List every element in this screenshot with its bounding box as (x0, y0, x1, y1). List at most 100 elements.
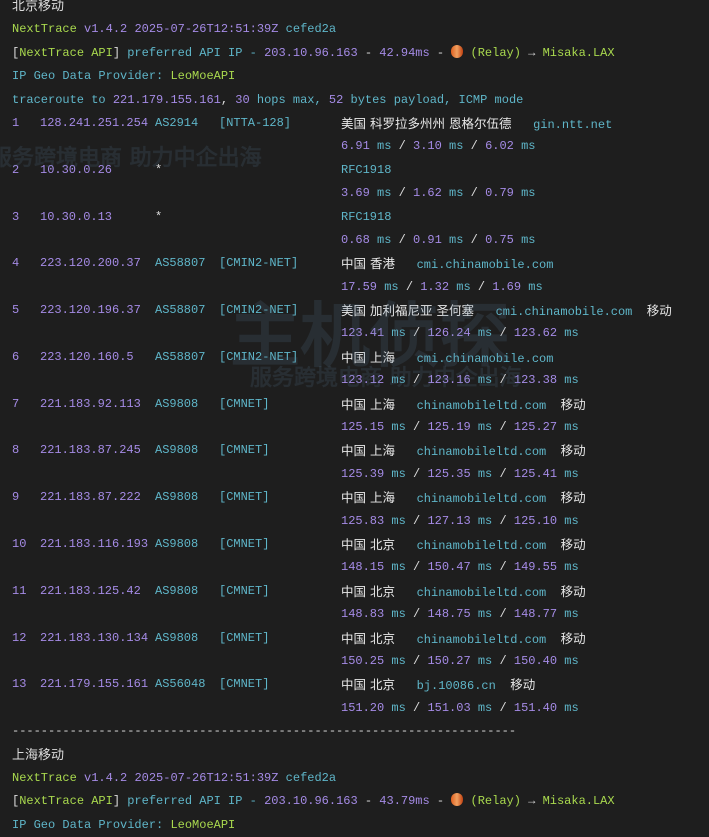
provider-line: IP Geo Data Provider: LeoMoeAPI (12, 65, 709, 88)
hop-rtt: 148.83 ms / 148.75 ms / 148.77 ms (341, 603, 579, 626)
hop-geo: 美国 科罗拉多州州 恩格尔伍德 (341, 115, 512, 131)
rtt-unit: ms (377, 139, 392, 154)
hop-domain: RFC1918 (341, 162, 392, 177)
punctuation: / (405, 513, 428, 528)
commit-hash: cefed2a (285, 22, 337, 37)
rtt-value: 125.19 (427, 420, 471, 435)
hop-domain: chinamobileltd.com (416, 538, 547, 553)
hop-domain: cmi.chinamobile.com (416, 351, 554, 366)
rtt-unit: ms (564, 513, 579, 528)
rtt-value: 125.15 (341, 420, 385, 435)
punctuation: / (405, 373, 428, 388)
punctuation: - (429, 45, 452, 60)
hop-number: 4 (12, 256, 20, 271)
punctuation: / (492, 326, 514, 341)
section-title: 上海移动 (12, 744, 709, 767)
hops-text: hops max, (256, 92, 322, 107)
hop-rtt: 125.39 ms / 125.35 ms / 125.41 ms (341, 463, 579, 486)
hop-domain: cmi.chinamobile.com (416, 258, 554, 273)
punctuation: / (405, 607, 428, 622)
hop-netname: [CMNET] (219, 630, 270, 645)
hop-ip: 221.183.125.42 (40, 583, 141, 598)
punctuation (395, 679, 417, 693)
punctuation (257, 46, 264, 60)
punctuation (535, 794, 542, 808)
separator: ----------------------------------------… (12, 720, 709, 743)
rtt-unit: ms (477, 326, 493, 341)
hop-geo-info: RFC1918 (341, 206, 391, 229)
hop-row: 6 223.120.160.5 AS58807 [CMIN2-NET] 中国 上海 cm… (12, 346, 709, 369)
hop-rtt-row: 125.15 ms / 125.19 ms / 125.27 ms (12, 416, 709, 439)
hop-rtt-row: 6.91 ms / 3.10 ms / 6.02 ms (12, 135, 709, 158)
hop-rtt: 0.68 ms / 0.91 ms / 0.75 ms (341, 229, 535, 252)
hop-rtt: 150.25 ms / 150.27 ms / 150.40 ms (341, 650, 579, 673)
punctuation (474, 305, 496, 319)
hop-asn: AS58807 (155, 349, 206, 364)
punctuation (77, 771, 84, 785)
rtt-unit: ms (391, 700, 406, 715)
hop-rtt-row: 151.20 ms / 151.03 ms / 151.40 ms (12, 697, 709, 720)
hop-ip: 221.183.87.222 (40, 490, 141, 505)
hop-number: 3 (12, 209, 20, 224)
hop-row: 4 223.120.200.37 AS58807 [CMIN2-NET] 中国 香港 c… (12, 252, 709, 275)
hop-netname: [CMNET] (219, 396, 270, 411)
rtt-unit: ms (477, 373, 493, 388)
hop-number: 10 (12, 536, 27, 551)
rtt-value: 3.69 (341, 186, 370, 201)
punctuation (471, 467, 478, 481)
hop-domain: gin.ntt.net (533, 117, 613, 132)
rtt-unit: ms (391, 513, 406, 528)
hop-number: 11 (12, 583, 27, 598)
hop-rtt: 125.83 ms / 127.13 ms / 125.10 ms (341, 510, 579, 533)
api-line: [NextTrace API] preferred API IP - 203.1… (12, 790, 709, 813)
hop-geo: 中国 北京 (341, 677, 395, 693)
version: v1.4.2 (84, 770, 128, 785)
hop-isp: 移动 (560, 630, 586, 646)
hop-row: 9 221.183.87.222 AS9808 [CMNET] 中国 上海 chinam… (12, 486, 709, 509)
version: v1.4.2 (84, 22, 128, 37)
punctuation (250, 93, 257, 107)
build-date: 2025-07-26T12:51:39Z (134, 770, 279, 785)
rtt-unit: ms (477, 700, 493, 715)
punctuation: / (398, 279, 421, 294)
punctuation (395, 445, 417, 459)
punctuation: / (391, 186, 414, 201)
hop-geo-info: 美国 科罗拉多州州 恩格尔伍德 gin.ntt.net (341, 112, 612, 137)
punctuation (471, 560, 478, 574)
punctuation: ] (112, 794, 121, 809)
provider-value: LeoMoeAPI (170, 817, 236, 832)
hop-ip: 10.30.0.26 (40, 162, 113, 177)
hop-netname: [CMNET] (219, 677, 270, 692)
hop-number: 5 (12, 303, 20, 318)
rtt-unit: ms (377, 232, 392, 247)
traceroute-prefix: traceroute to (12, 92, 106, 107)
hop-netname: [CMNET] (219, 490, 270, 505)
hop-geo: 中国 香港 (341, 256, 395, 272)
punctuation (442, 139, 449, 153)
hop-geo-info: 中国 北京 chinamobileltd.com 移动 (341, 580, 586, 605)
mode: ICMP mode (458, 92, 524, 107)
punctuation (546, 445, 560, 459)
relay-target: Misaka.LAX (542, 45, 615, 60)
rtt-unit: ms (521, 232, 536, 247)
api-latency: 43.79ms (379, 794, 430, 809)
hop-number: 6 (12, 349, 20, 364)
hop-number: 9 (12, 490, 20, 505)
rtt-value: 127.13 (427, 513, 471, 528)
rtt-unit: ms (564, 420, 579, 435)
rtt-value: 123.62 (513, 326, 558, 341)
rtt-value: 6.02 (485, 139, 514, 154)
hop-asn: AS9808 (155, 396, 199, 411)
bytes-text: bytes payload, (350, 92, 452, 107)
hop-geo-info: 中国 北京 bj.10086.cn 移动 (341, 673, 535, 698)
hop-asn: AS56048 (155, 677, 206, 692)
hop-rtt: 123.12 ms / 123.16 ms / 123.38 ms (341, 369, 579, 392)
rtt-value: 150.40 (513, 653, 558, 668)
punctuation (535, 46, 542, 60)
punctuation (322, 93, 329, 107)
punctuation (546, 399, 560, 413)
hop-number: 7 (12, 396, 20, 411)
punctuation (395, 352, 417, 366)
punctuation: [ (12, 794, 20, 809)
hop-number: 13 (12, 677, 27, 692)
